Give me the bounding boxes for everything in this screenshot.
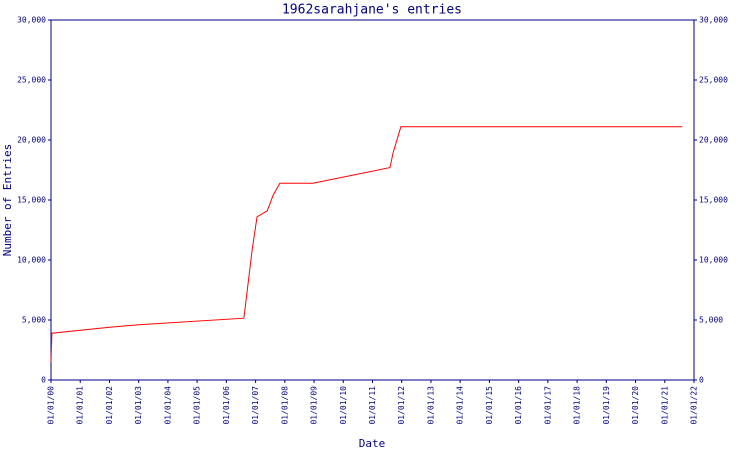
x-tick-label: 01/01/00 [47, 386, 56, 425]
y-tick-label: 0 [41, 376, 46, 385]
y2-tick-label: 20,000 [699, 136, 728, 145]
y-tick-label: 25,000 [17, 76, 46, 85]
x-tick-label: 01/01/04 [163, 386, 172, 425]
data-line [50, 126, 683, 363]
x-tick-label: 01/01/21 [660, 386, 669, 425]
y-tick-label: 20,000 [17, 136, 46, 145]
y2-tick-label: 10,000 [699, 256, 728, 265]
y-tick-label: 30,000 [17, 16, 46, 25]
x-tick-label: 01/01/08 [280, 386, 289, 425]
x-tick-label: 01/01/19 [602, 386, 611, 425]
x-tick-label: 01/01/09 [310, 386, 319, 425]
x-tick-label: 01/01/20 [631, 386, 640, 425]
y-tick-label: 10,000 [17, 256, 46, 265]
y-tick-label: 15,000 [17, 196, 46, 205]
y-tick-label: 5,000 [22, 316, 46, 325]
y2-tick-label: 25,000 [699, 76, 728, 85]
y-axis-title: Number of Entries [1, 144, 14, 257]
y2-tick-label: 15,000 [699, 196, 728, 205]
x-tick-label: 01/01/10 [339, 386, 348, 425]
x-tick-label: 01/01/01 [76, 386, 85, 425]
x-tick-label: 01/01/17 [543, 386, 552, 425]
x-tick-label: 01/01/07 [251, 386, 260, 425]
x-tick-label: 01/01/02 [105, 386, 114, 425]
x-tick-label: 01/01/11 [368, 386, 377, 425]
x-tick-label: 01/01/14 [456, 386, 465, 425]
x-tick-label: 01/01/15 [485, 386, 494, 425]
plot-frame [50, 19, 695, 381]
y2-tick-label: 0 [699, 376, 704, 385]
chart-title: 1962sarahjane's entries [282, 3, 462, 18]
x-tick-label: 01/01/13 [426, 386, 435, 425]
y2-tick-label: 5,000 [699, 316, 723, 325]
x-tick-label: 01/01/12 [397, 386, 406, 425]
x-tick-label: 01/01/16 [514, 386, 523, 425]
x-tick-label: 01/01/03 [134, 386, 143, 425]
x-tick-label: 01/01/18 [573, 386, 582, 425]
x-tick-label: 01/01/06 [222, 386, 231, 425]
y2-tick-label: 30,000 [699, 16, 728, 25]
x-tick-label: 01/01/05 [193, 386, 202, 425]
x-tick-label: 01/01/22 [690, 386, 699, 425]
x-axis-title: Date [359, 437, 386, 450]
